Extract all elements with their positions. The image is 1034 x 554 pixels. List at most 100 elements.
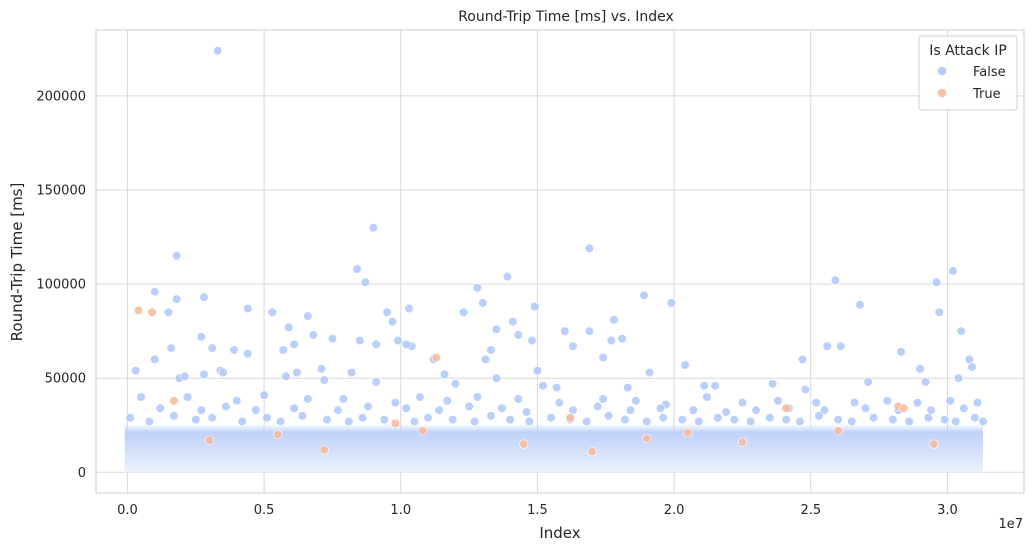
point-true [133,305,143,316]
point-false [180,371,190,381]
point-false [568,341,578,351]
chart-title: Round-Trip Time [ms] vs. Index [458,9,674,25]
point-false [532,366,543,376]
point-false [125,413,135,423]
point-false [795,416,805,427]
point-false [606,335,616,346]
point-false [434,405,444,415]
point-false [527,335,537,346]
point-false [344,416,354,427]
point-false [382,307,392,317]
point-false [699,381,709,391]
point-false [393,335,403,346]
point-false [751,405,761,415]
point-true [833,426,843,436]
point-true [147,307,157,317]
point-true [737,437,748,447]
point-false [278,345,288,355]
point-false [439,369,450,380]
point-false [956,326,966,336]
point-false [404,303,414,314]
point-false [199,369,209,380]
point-true [929,439,939,449]
point-false [131,366,141,376]
point-false [694,416,704,427]
point-false [243,349,253,359]
point-false [915,364,925,374]
point-false [822,341,832,351]
legend-label-true: True [972,87,1001,102]
point-false [469,416,480,427]
point-false [781,414,791,425]
point-false [259,390,269,400]
point-false [409,416,420,427]
point-false [598,352,608,363]
point-false [368,223,379,233]
point-false [521,407,532,417]
point-true [204,435,215,445]
point-false [951,416,961,427]
x-tick-label: 3.0 [937,503,958,518]
point-false [713,413,723,423]
point-false [849,398,860,408]
point-false [582,416,592,427]
point-false [163,307,174,317]
point-false [513,330,523,340]
point-false [172,251,182,261]
point-false [737,398,748,408]
x-tick-label: 2.0 [664,503,685,518]
point-false [625,405,635,415]
point-false [702,392,712,402]
point-false [284,322,294,332]
point-false [207,413,217,423]
point-false [442,396,452,406]
point-false [136,392,146,402]
point-true [169,396,179,406]
point-false [303,311,313,321]
point-false [191,414,201,425]
point-false [666,298,676,308]
point-false [360,277,370,287]
point-false [251,405,261,415]
point-false [338,394,348,404]
point-false [940,414,950,425]
dense-point-band-fill [124,423,983,473]
point-false [450,379,461,389]
point-false [882,396,892,406]
point-false [592,401,603,412]
point-true [418,426,428,436]
point-false [297,411,307,421]
point-false [289,339,299,349]
y-tick-label: 200000 [36,89,86,104]
point-false [303,394,313,404]
point-false [472,283,482,293]
point-false [267,307,277,317]
point-true [565,413,575,423]
legend-label-false: False [973,65,1006,80]
point-false [584,326,594,336]
x-tick-label: 0.0 [117,503,138,518]
point-true [319,445,329,455]
point-false [346,367,357,378]
point-false [172,294,182,304]
point-false [322,414,332,425]
point-false [292,367,302,378]
x-axis-offset-label: 1e7 [998,517,1023,532]
point-false [746,416,756,427]
point-false [508,317,518,327]
point-false [281,371,291,381]
point-false [486,411,496,421]
y-tick-label: 50000 [45,372,86,387]
tick-labels: 0.0 0.5 1.0 1.5 2.0 2.5 3.0 0 50000 100000 150000 2… [36,89,957,518]
point-false [896,347,906,357]
point-false [609,315,619,325]
point-false [289,403,299,413]
point-false [150,354,160,364]
point-false [262,413,272,423]
point-false [860,403,871,413]
y-tick-label: 0 [78,466,86,481]
point-false [505,414,515,425]
point-false [221,401,231,412]
point-false [155,403,165,413]
